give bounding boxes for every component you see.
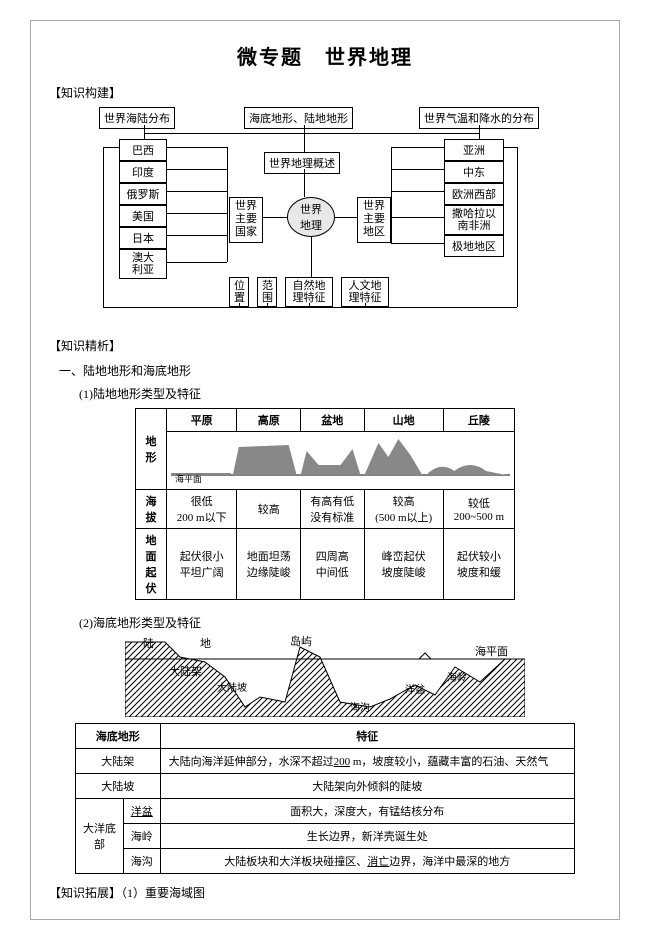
expand-item: （1）重要海域图 (121, 886, 205, 900)
lf-alt-2: 有高有低 没有标准 (300, 490, 364, 529)
concept-map: 世界海陆分布 海底地形、陆地地形 世界气温和降水的分布 世界地理概述 世界 地理… (49, 107, 601, 327)
cm-country-1: 印度 (119, 161, 167, 183)
st-slope: 大陆坡 (76, 774, 161, 799)
cm-top-mid: 海底地形、陆地地形 (244, 107, 353, 129)
lf-col-3: 山地 (364, 409, 443, 432)
lf-rel-2: 四周高 中间低 (300, 529, 364, 600)
st-trench: 海沟 (124, 849, 161, 874)
expand-prefix: 【知识拓展】 (49, 886, 121, 900)
cm-region-4: 极地地区 (444, 235, 504, 257)
landform-sub1: (1)陆地地形类型及特征 (79, 385, 601, 402)
sp-ridge: 海岭 (447, 669, 467, 684)
cm-country-5: 澳大 利亚 (119, 249, 167, 279)
st-slope-desc: 大陆架向外倾斜的陡坡 (160, 774, 574, 799)
st-col2: 特征 (160, 724, 574, 749)
sp-ground: 地 (200, 635, 211, 651)
cm-region-0: 亚洲 (444, 139, 504, 161)
st-trench-word: 消亡 (367, 856, 389, 868)
sp-shelf: 大陆架 (169, 663, 202, 679)
sp-land: 陆 (143, 635, 154, 651)
st-ridge-desc: 生长边界，新洋壳诞生处 (160, 824, 574, 849)
st-trench-desc: 大陆板块和大洋板块碰撞区、消亡边界，海洋中最深的地方 (160, 849, 574, 874)
sp-slope: 大陆坡 (217, 679, 247, 694)
lf-alt-4: 较低 200~500 m (443, 490, 514, 529)
lf-rel-3: 峰峦起伏 坡度陡峻 (364, 529, 443, 600)
section-expand: 【知识拓展】（1）重要海域图 (49, 884, 601, 901)
cm-country-2: 俄罗斯 (119, 183, 167, 205)
st-trench-desc-1: 大陆板块和大洋板块碰撞区、 (224, 856, 367, 868)
page-border: 微专题 世界地理 【知识构建】 世界海陆分布 海底地形、陆地地形 世界气温和降水… (30, 20, 620, 920)
cm-overview: 世界地理概述 (264, 152, 340, 174)
sp-trench: 海沟 (350, 699, 370, 714)
lf-row-relief: 地面 起伏 (136, 529, 167, 600)
st-ocean-bottom: 大洋底 部 (76, 799, 124, 874)
landform-sub2: (2)海底地形类型及特征 (79, 614, 601, 631)
lf-alt-3: 较高 (500 m以上) (364, 490, 443, 529)
cm-center: 世界 地理 (287, 197, 335, 237)
cm-country-4: 日本 (119, 227, 167, 249)
lf-alt-0: 很低 200 m以下 (166, 490, 237, 529)
cm-country-0: 巴西 (119, 139, 167, 161)
lf-row-landform: 地形 (136, 409, 167, 490)
cm-region-1: 中东 (444, 161, 504, 183)
st-trench-desc-2: 边界，海洋中最深的地方 (389, 856, 510, 868)
page-title: 微专题 世界地理 (49, 41, 601, 70)
sp-basin: 洋盆 (405, 681, 425, 696)
st-basin: 洋盆 (124, 799, 161, 824)
seabed-table: 海底地形 特征 大陆架 大陆向海洋延伸部分，水深不超过200 m，坡度较小，蕴藏… (75, 723, 575, 874)
lf-profile-cell: 海平面 (166, 432, 514, 490)
cm-left-group: 世界 主要 国家 (229, 197, 263, 243)
st-shelf-desc-1: 大陆向海洋延伸部分，水深不超过 (169, 756, 334, 768)
st-shelf: 大陆架 (76, 749, 161, 774)
st-shelf-desc-2: m，坡度较小，蕴藏丰富的石油、天然气 (350, 756, 548, 768)
lf-rel-0: 起伏很小 平坦广阔 (166, 529, 237, 600)
st-shelf-depth: 200 (334, 756, 351, 768)
cm-region-3: 撒哈拉以 南非洲 (444, 205, 504, 235)
section-analyze: 【知识精析】 (49, 337, 601, 354)
cm-top-left: 世界海陆分布 (99, 107, 175, 129)
lf-row-altitude: 海拔 (136, 490, 167, 529)
lf-rel-4: 起伏较小 坡度和缓 (443, 529, 514, 600)
st-basin-text: 洋盆 (131, 806, 153, 818)
sea-level-label: 海平面 (175, 473, 202, 483)
cm-region-2: 欧洲西部 (444, 183, 504, 205)
lf-rel-1: 地面坦荡 边缘陡峻 (237, 529, 301, 600)
landform-table: 地形 平原 高原 盆地 山地 丘陵 海平面 海拔 很低 2 (135, 408, 515, 600)
section-build: 【知识构建】 (49, 84, 601, 101)
cm-country-3: 美国 (119, 205, 167, 227)
st-col1: 海底地形 (76, 724, 161, 749)
st-basin-desc: 面积大，深度大，有锰结核分布 (160, 799, 574, 824)
lf-col-1: 高原 (237, 409, 301, 432)
lf-col-4: 丘陵 (443, 409, 514, 432)
lf-col-0: 平原 (166, 409, 237, 432)
st-ridge: 海岭 (124, 824, 161, 849)
lf-alt-1: 较高 (237, 490, 301, 529)
landform-heading: 一、陆地地形和海底地形 (59, 362, 601, 379)
landform-profile-svg: 海平面 (171, 435, 510, 483)
sp-island: 岛屿 (290, 633, 312, 649)
lf-col-2: 盆地 (300, 409, 364, 432)
st-shelf-desc: 大陆向海洋延伸部分，水深不超过200 m，坡度较小，蕴藏丰富的石油、天然气 (160, 749, 574, 774)
seabed-profile: 陆 地 岛屿 海平面 大陆架 大陆坡 海沟 洋盆 海岭 (125, 637, 525, 717)
cm-right-group: 世界 主要 地区 (357, 197, 391, 243)
sp-sealevel: 海平面 (475, 643, 508, 659)
